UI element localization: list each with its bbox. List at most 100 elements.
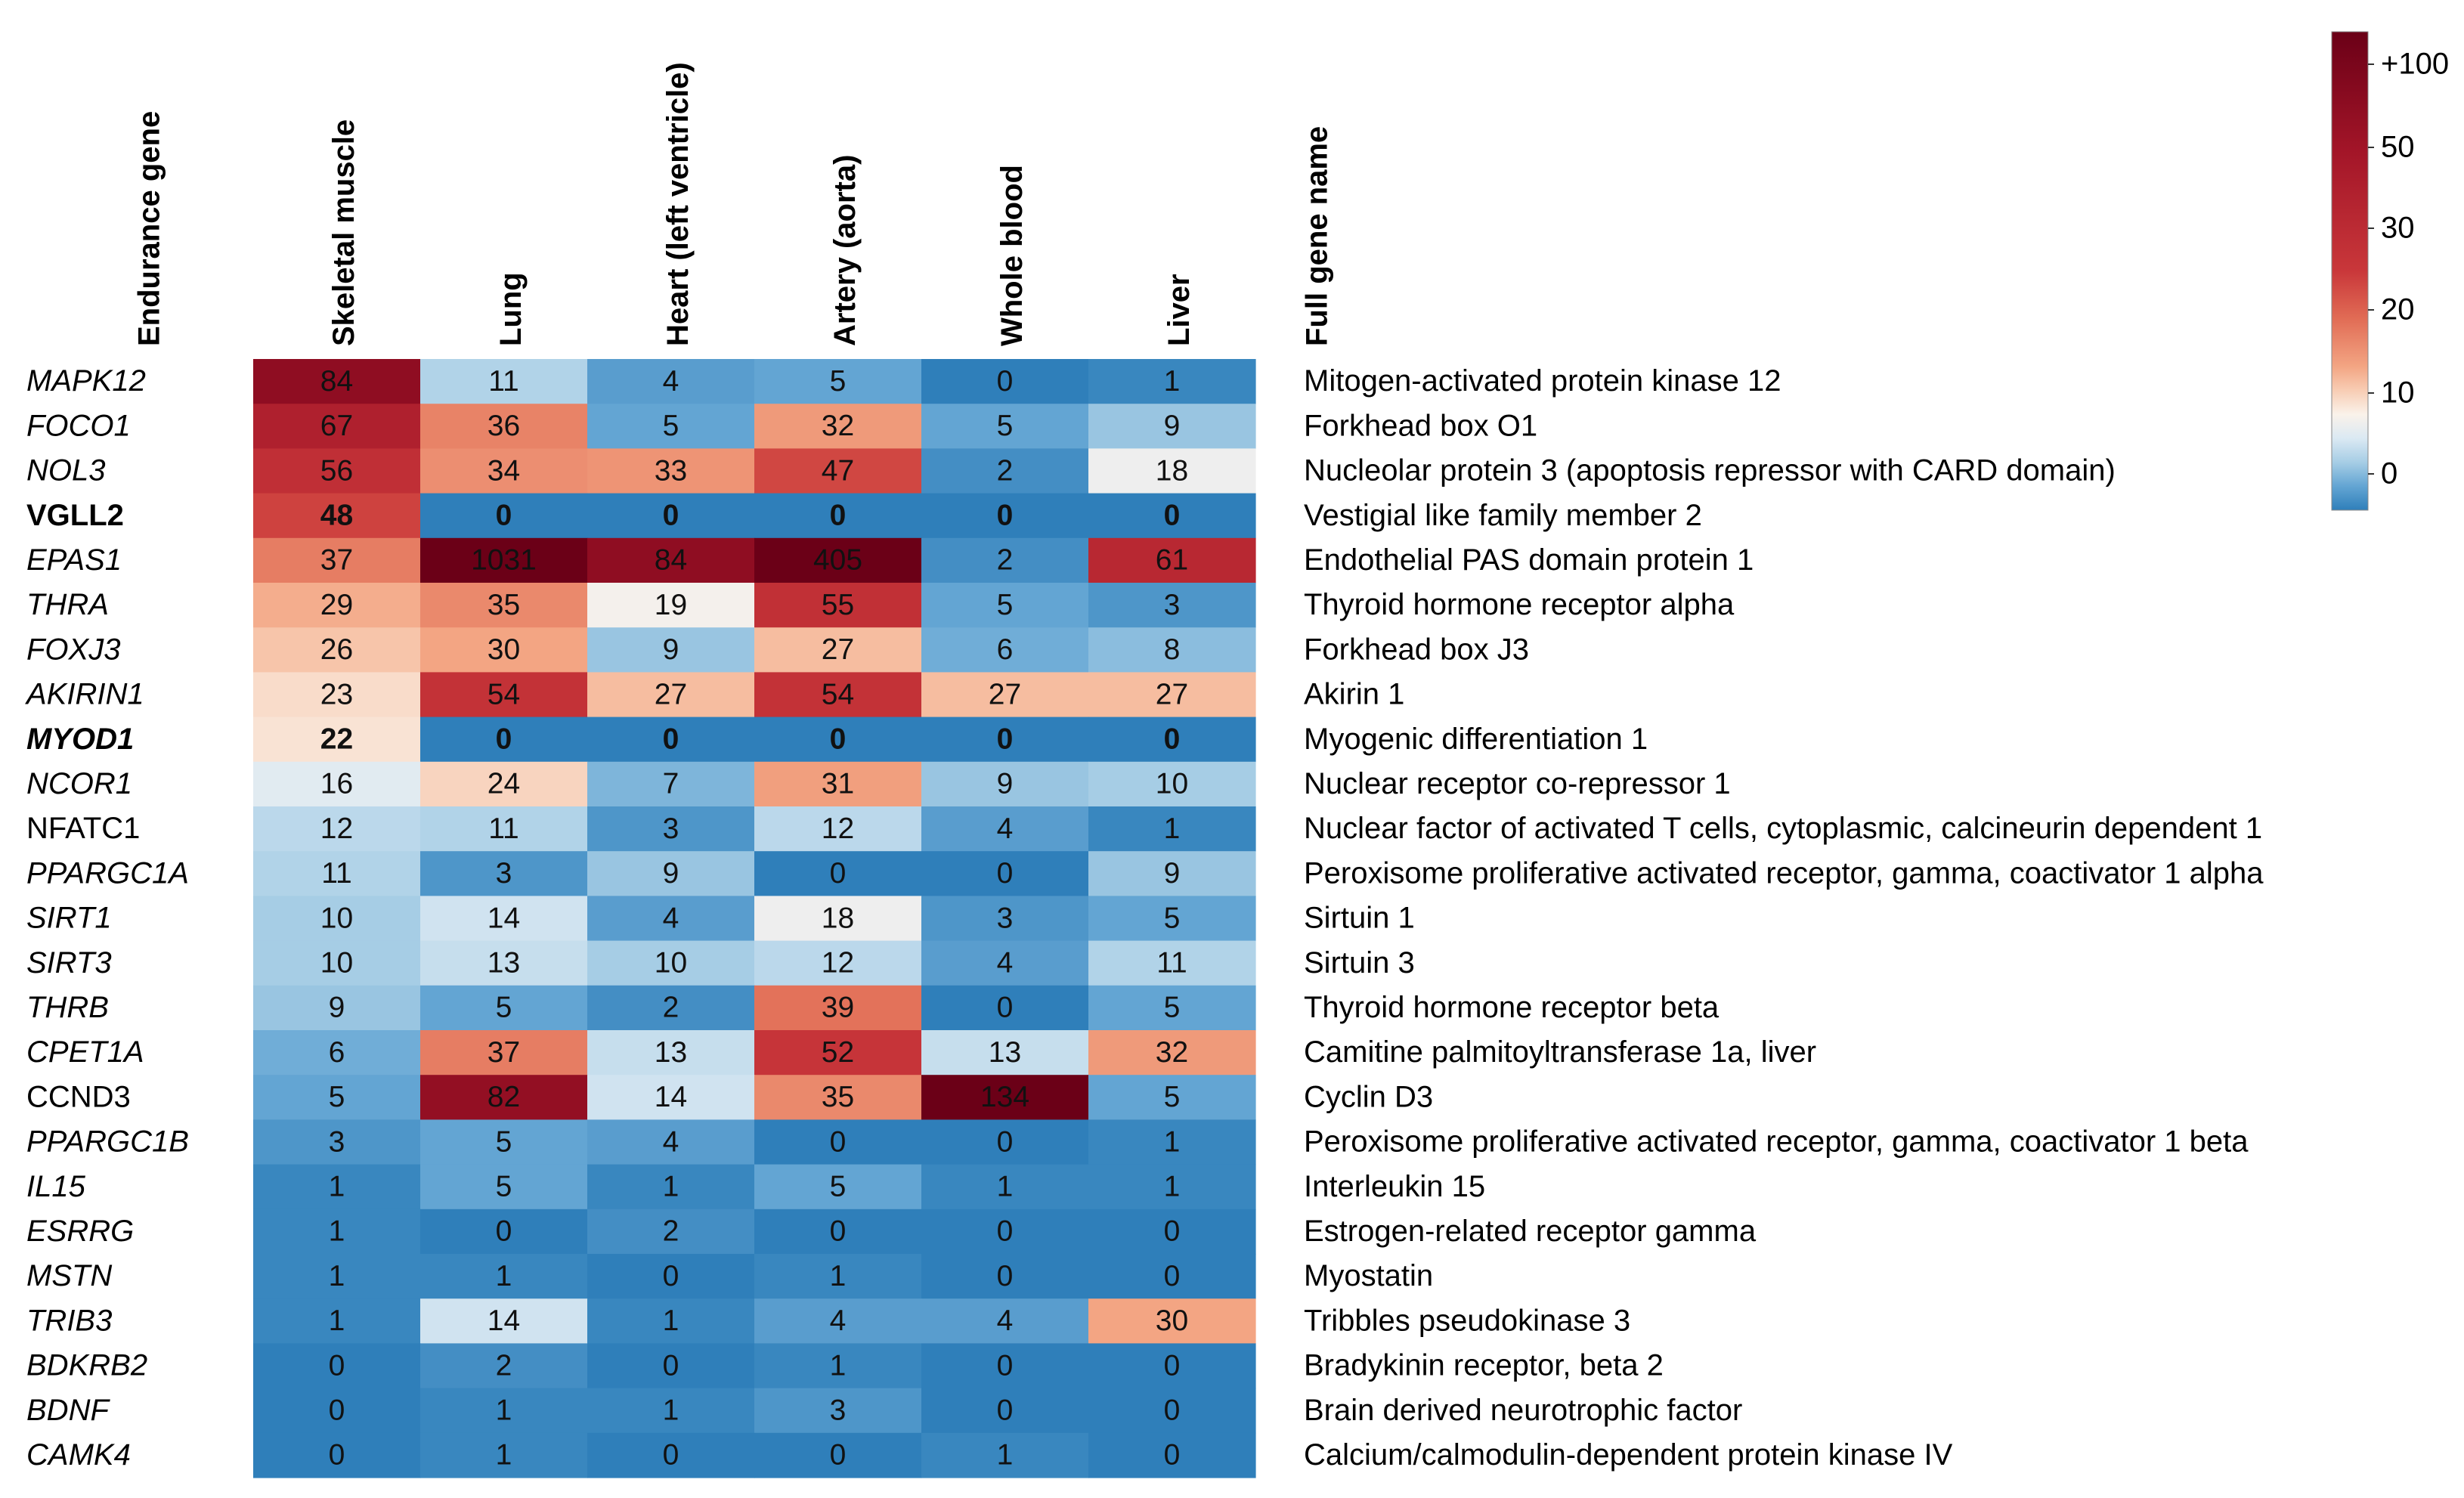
heatmap-cell [754, 717, 922, 763]
cell-value-label: 34 [488, 454, 520, 487]
cell-value-label: 52 [822, 1036, 854, 1069]
heatmap-cell [754, 1119, 922, 1165]
cell-value-label: 9 [663, 633, 679, 666]
heatmap-cell [1088, 493, 1256, 539]
cell-value-label: 0 [997, 1394, 1014, 1426]
heatmap-cell [253, 806, 421, 852]
colorbar-gradient [2331, 31, 2369, 511]
heatmap-cell [921, 1432, 1089, 1478]
cell-value-label: 0 [830, 1125, 847, 1158]
cell-value-label: 2 [997, 454, 1014, 487]
heatmap-cell [921, 851, 1089, 896]
cell-value-label: 54 [488, 678, 520, 710]
heatmap-cell [1088, 1119, 1256, 1165]
heatmap-cell [587, 537, 755, 583]
heatmap-cell [921, 1298, 1089, 1344]
full-gene-name-label: Nucleolar protein 3 (apoptosis repressor… [1304, 454, 2116, 487]
cell-value-label: 11 [321, 857, 352, 890]
cell-value-label: 1 [663, 1170, 679, 1202]
cell-value-label: 9 [1164, 410, 1181, 442]
heatmap-cell [1088, 537, 1256, 583]
heatmap-cell [253, 1164, 421, 1210]
heatmap-cell [754, 1298, 922, 1344]
heatmap-cell [253, 1075, 421, 1120]
heatmap-cell [754, 493, 922, 539]
heatmap-cell [587, 761, 755, 807]
cell-value-label: 33 [655, 454, 687, 487]
cell-value-label: 1 [997, 1170, 1014, 1202]
gene-label: CPET1A [26, 1035, 144, 1069]
cell-value-label: 0 [830, 723, 847, 755]
heatmap-cell [587, 1388, 755, 1434]
header-endurance-gene: Endurance gene [133, 111, 166, 346]
heatmap-cell [921, 1388, 1089, 1434]
heatmap-cell [1088, 940, 1256, 986]
heatmap-cell [754, 1164, 922, 1210]
cell-value-label: 14 [488, 1305, 520, 1337]
gene-label: TRIB3 [26, 1304, 112, 1337]
heatmap-cell [754, 448, 922, 494]
heatmap-cell [420, 1343, 588, 1389]
heatmap-cell [253, 404, 421, 449]
cell-value-label: 55 [822, 589, 854, 621]
cell-value-label: 27 [822, 633, 854, 666]
heatmap-cell [420, 761, 588, 807]
full-gene-name-label: Sirtuin 1 [1304, 902, 1415, 935]
cell-value-label: 134 [980, 1081, 1029, 1113]
full-gene-name-label: Nuclear receptor co-repressor 1 [1304, 767, 1731, 800]
cell-value-label: 5 [496, 992, 512, 1024]
heatmap-cell [420, 493, 588, 539]
cell-value-label: 3 [663, 812, 679, 845]
heatmap-cell [921, 359, 1089, 404]
heatmap-cell [420, 1388, 588, 1434]
cell-value-label: 1 [496, 1394, 512, 1426]
heatmap-cell [420, 1164, 588, 1210]
heatmap-cell [1088, 851, 1256, 896]
heatmap-cell [754, 1388, 922, 1434]
cell-value-label: 48 [320, 499, 353, 531]
heatmap-cell [754, 761, 922, 807]
gene-label: BDKRB2 [26, 1349, 147, 1382]
cell-value-label: 1 [329, 1215, 345, 1248]
heatmap-cell [921, 583, 1089, 628]
heatmap-cell [253, 1298, 421, 1344]
heatmap-cell [754, 672, 922, 718]
full-gene-names: Mitogen-activated protein kinase 12 Forkh… [1304, 364, 2264, 1472]
gene-label: MSTN [26, 1259, 112, 1292]
heatmap-cell [1088, 627, 1256, 673]
heatmap-cell [1088, 404, 1256, 449]
heatmap-cell [420, 1254, 588, 1299]
cell-value-label: 14 [655, 1081, 687, 1113]
cell-value-label: 1 [496, 1260, 512, 1292]
cell-value-label: 2 [663, 992, 679, 1024]
cell-value-label: 4 [997, 946, 1014, 979]
cell-value-label: 5 [997, 589, 1014, 621]
heatmap-cell [754, 1209, 922, 1255]
full-gene-name-label: Cyclin D3 [1304, 1080, 1433, 1113]
heatmap-cell [587, 448, 755, 494]
heatmap-cell [921, 672, 1089, 718]
heatmap-cell [253, 448, 421, 494]
cell-value-label: 1 [496, 1439, 512, 1472]
cell-value-label: 7 [663, 768, 679, 800]
heatmap-cell [921, 1030, 1089, 1076]
colorbar-tick-label: 20 [2381, 293, 2415, 327]
cell-value-label: 2 [496, 1349, 512, 1382]
cell-value-label: 10 [1156, 768, 1188, 800]
heatmap-cell [1088, 1075, 1256, 1120]
gene-label: BDNF [26, 1394, 110, 1427]
heatmap-cell [587, 1298, 755, 1344]
cell-value-label: 0 [329, 1394, 345, 1426]
cell-value-label: 11 [488, 365, 519, 398]
cell-value-label: 0 [496, 1215, 512, 1248]
heatmap-cell [587, 1030, 755, 1076]
heatmap-cell [420, 940, 588, 986]
heatmap-cell [253, 761, 421, 807]
cell-value-label: 4 [663, 365, 679, 398]
heatmap-cell [1088, 761, 1256, 807]
colorbar-tick-label: 0 [2381, 457, 2397, 491]
heatmap-cell [921, 1343, 1089, 1389]
cell-value-label: 4 [997, 812, 1014, 845]
heatmap-cell [1088, 1030, 1256, 1076]
